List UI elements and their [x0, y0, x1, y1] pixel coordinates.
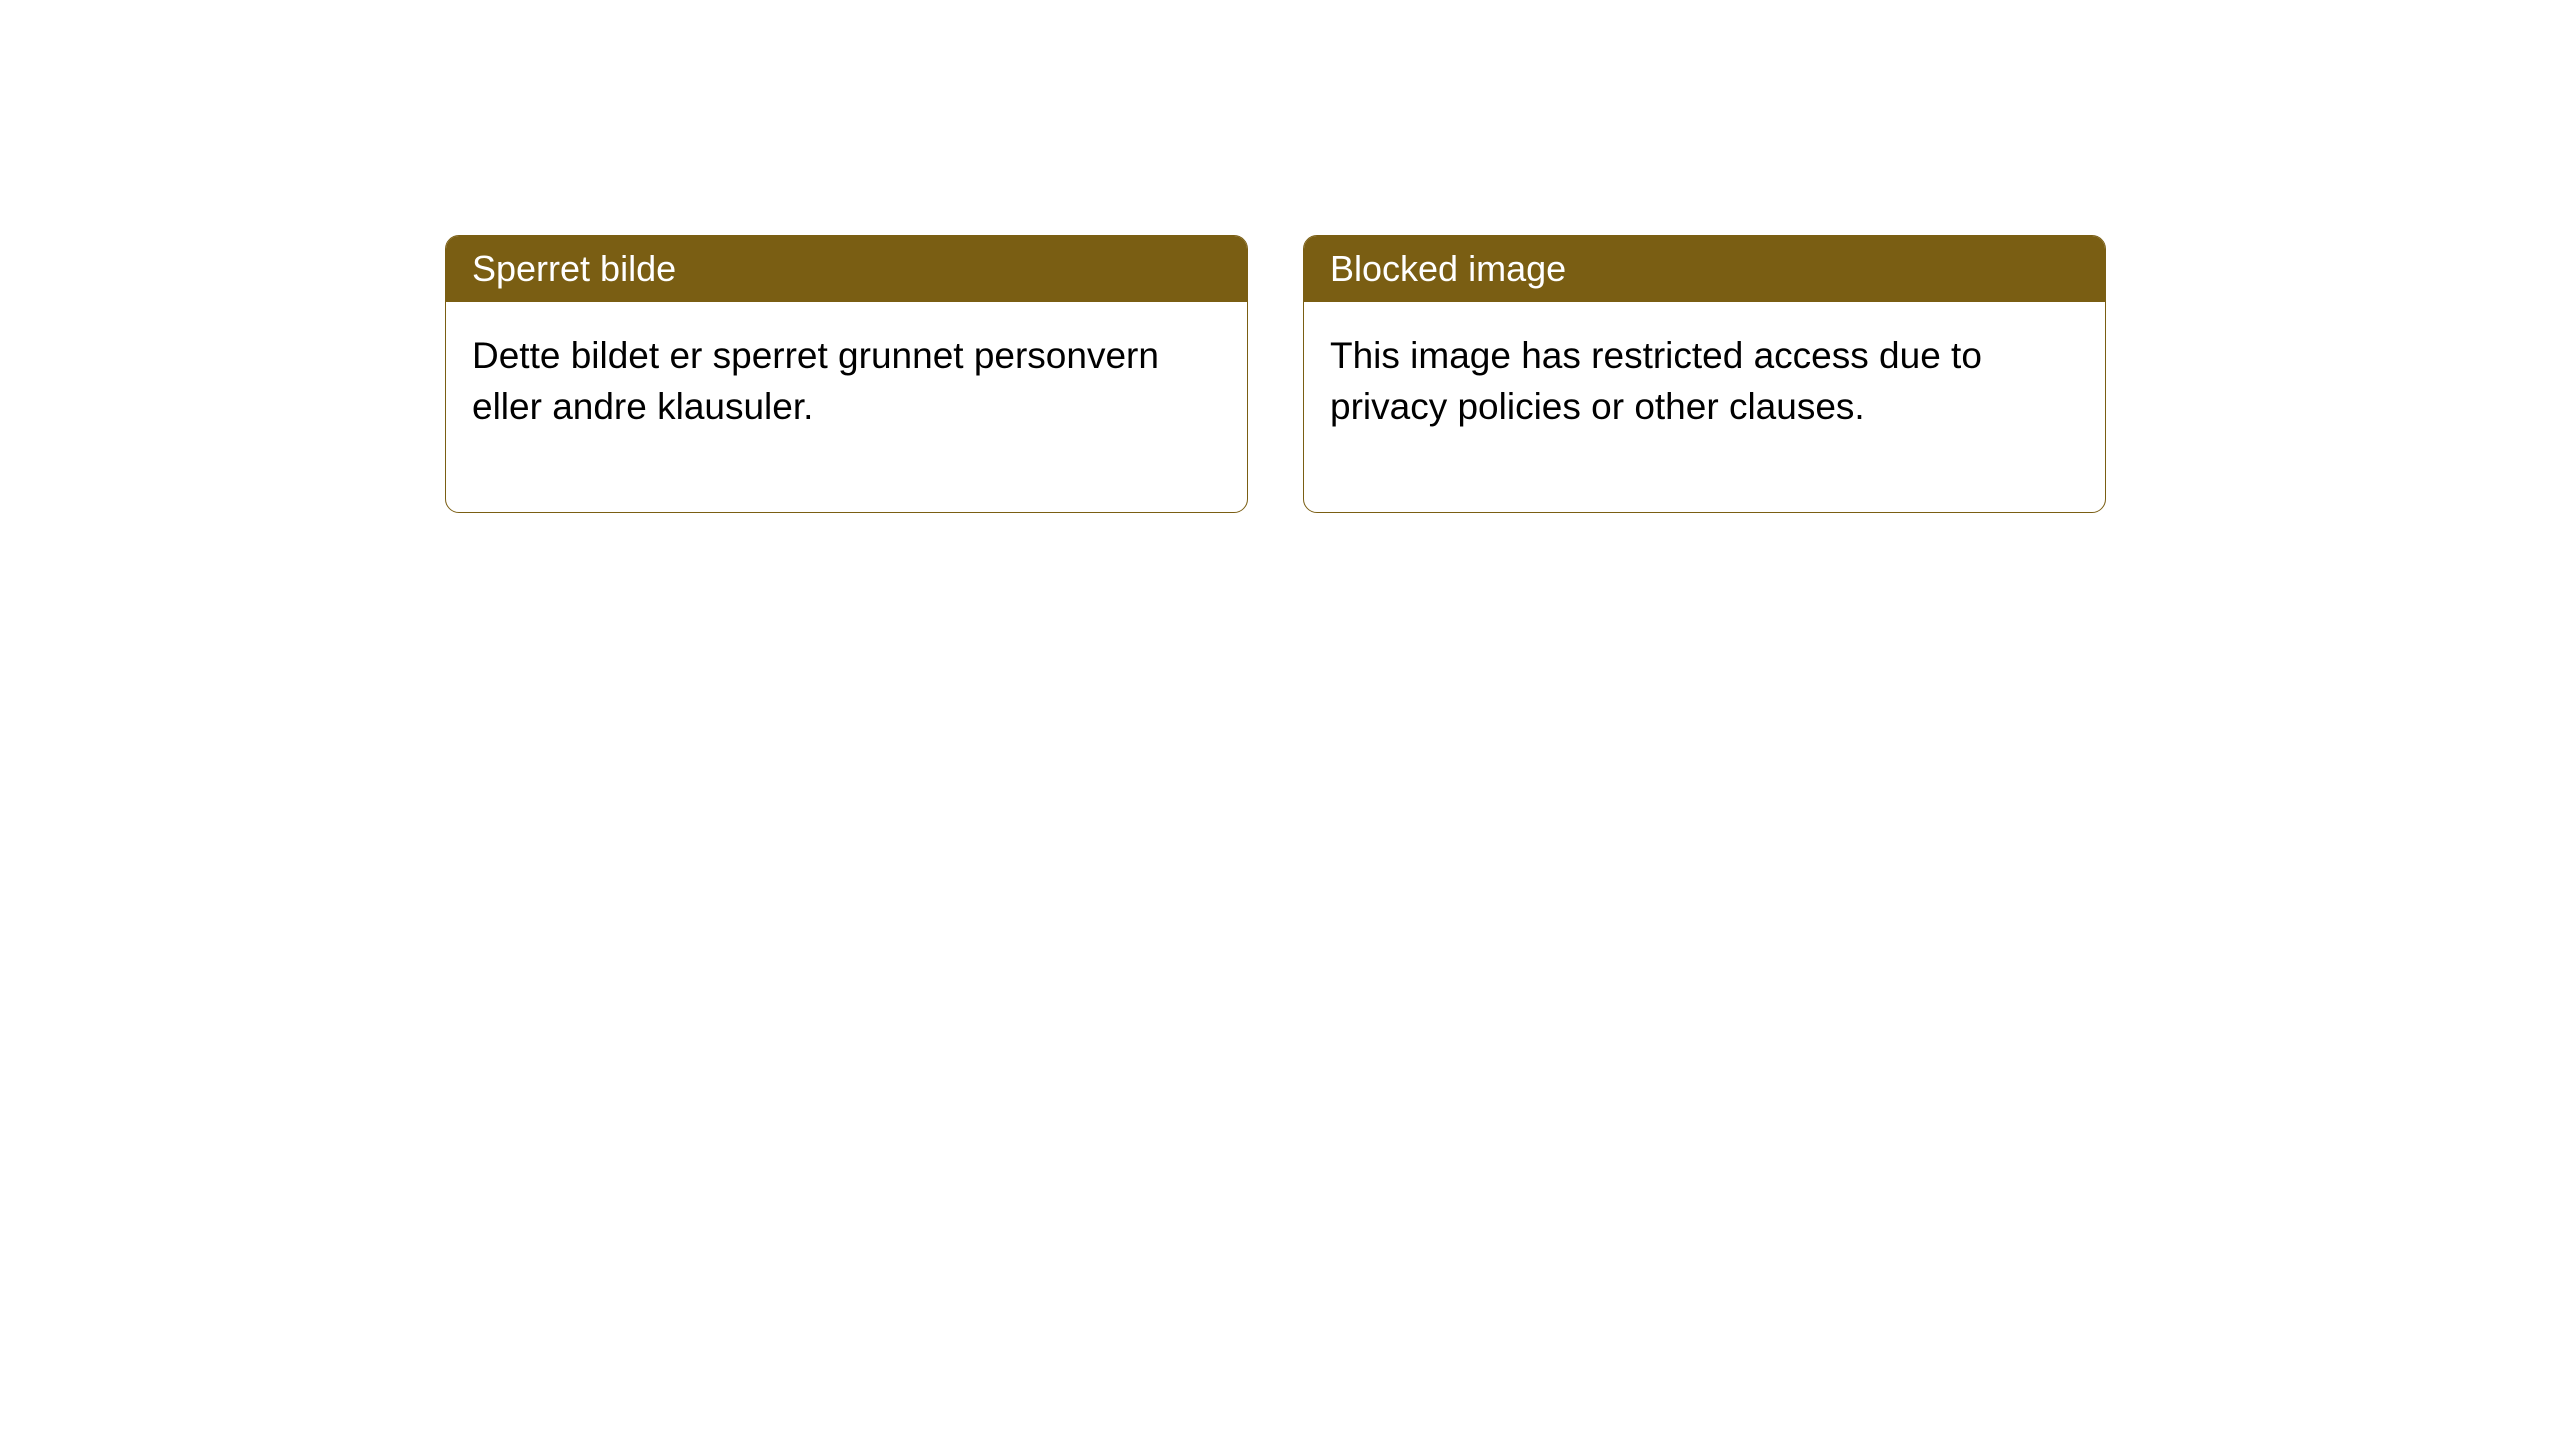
notice-card-norwegian: Sperret bilde Dette bildet er sperret gr…: [445, 235, 1248, 513]
notice-body-norwegian: Dette bildet er sperret grunnet personve…: [446, 302, 1247, 512]
notice-header-english: Blocked image: [1304, 236, 2105, 302]
notice-body-english: This image has restricted access due to …: [1304, 302, 2105, 484]
notice-container: Sperret bilde Dette bildet er sperret gr…: [445, 235, 2106, 513]
notice-header-norwegian: Sperret bilde: [446, 236, 1247, 302]
notice-card-english: Blocked image This image has restricted …: [1303, 235, 2106, 513]
